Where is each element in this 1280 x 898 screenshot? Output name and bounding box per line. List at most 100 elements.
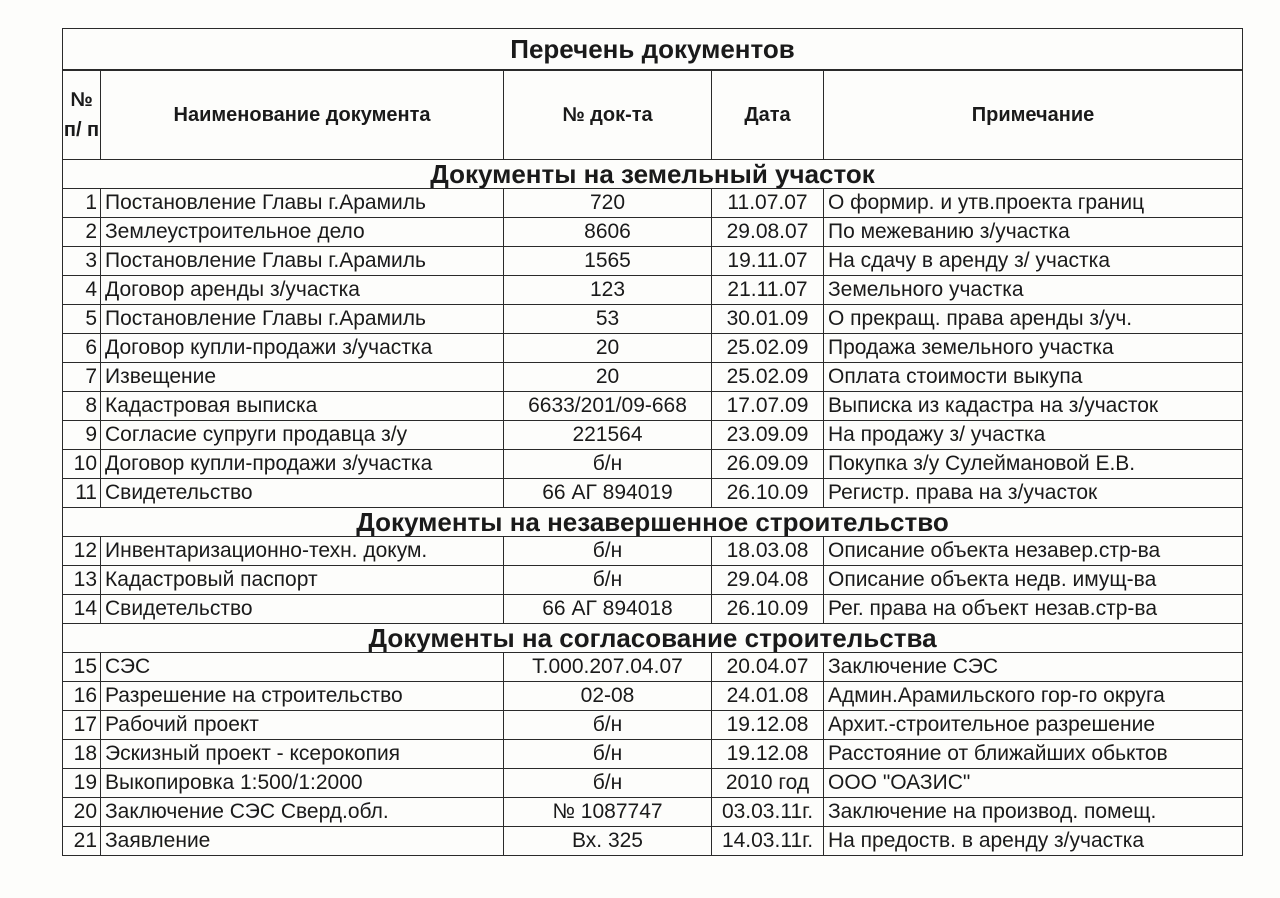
document-name: Рабочий проект <box>100 710 504 740</box>
document-name: Кадастровый паспорт <box>100 565 504 595</box>
document-note: Покупка з/у Сулеймановой Е.В. <box>822 449 1244 479</box>
document-number: 20 <box>503 362 712 392</box>
document-number: б/н <box>503 739 712 769</box>
section-row: Документы на незавершенное строительство <box>61 507 1244 537</box>
document-row: 20 Заключение СЭС Сверд.обл. № 1087747 03.0… <box>62 797 1244 827</box>
document-number: б/н <box>503 768 712 798</box>
document-name: Свидетельство <box>100 478 504 508</box>
document-date: 18.03.08 <box>711 536 824 566</box>
document-note: Архит.-строительное разрешение <box>822 710 1244 740</box>
row-number: 18 <box>62 739 101 769</box>
document-row: 8 Кадастровая выписка 6633/201/09-668 17.07… <box>62 391 1244 421</box>
document-row: 16 Разрешение на строительство 02-08 24.01.… <box>62 681 1244 711</box>
document-name: Заявление <box>100 826 504 856</box>
document-note: Земельного участка <box>822 275 1244 305</box>
document-date: 25.02.09 <box>711 333 824 363</box>
document-row: 14 Свидетельство 66 АГ 894018 26.10.09 Рег. … <box>62 594 1244 624</box>
section-title: Документы на земельный участок <box>61 159 1244 189</box>
document-date: 19.11.07 <box>711 246 824 276</box>
document-name: Постановление Главы г.Арамиль <box>100 246 504 276</box>
row-number: 6 <box>62 333 101 363</box>
document-row: 2 Землеустроительное дело 8606 29.08.07 По м… <box>62 217 1244 247</box>
row-number: 11 <box>62 478 101 508</box>
document-row: 1 Постановление Главы г.Арамиль 720 11.07.0… <box>62 188 1244 218</box>
document-row: 18 Эскизный проект - ксерокопия б/н 19.12.0… <box>62 739 1244 769</box>
document-name: Разрешение на строительство <box>100 681 504 711</box>
document-date: 03.03.11г. <box>711 797 824 827</box>
document-note: По межеванию з/участка <box>822 217 1244 247</box>
document-note: Админ.Арамильского гор-го округа <box>822 681 1244 711</box>
document-name: Постановление Главы г.Арамиль <box>100 304 504 334</box>
document-name: Свидетельство <box>100 594 504 624</box>
document-row: 10 Договор купли-продажи з/участка б/н 26.0… <box>62 449 1244 479</box>
document-name: Договор купли-продажи з/участка <box>100 449 504 479</box>
document-date: 26.09.09 <box>711 449 824 479</box>
row-number: 1 <box>62 188 101 218</box>
document-note: ООО "ОАЗИС" <box>822 768 1244 798</box>
row-number: 21 <box>62 826 101 856</box>
document-name: Договор аренды з/участка <box>100 275 504 305</box>
header-cell: Примечание <box>822 69 1244 160</box>
document-name: СЭС <box>100 652 504 682</box>
document-number: 1565 <box>503 246 712 276</box>
document-number: Т.000.207.04.07 <box>503 652 712 682</box>
document-number: Вх. 325 <box>503 826 712 856</box>
table-body: Перечень документов № п/ п Наименование … <box>61 28 1244 856</box>
document-number: 221564 <box>503 420 712 450</box>
document-number: б/н <box>503 536 712 566</box>
document-number: 53 <box>503 304 712 334</box>
row-number: 15 <box>62 652 101 682</box>
document-note: Продажа земельного участка <box>822 333 1244 363</box>
row-number: 10 <box>62 449 101 479</box>
document-row: 11 Свидетельство 66 АГ 894019 26.10.09 Регис… <box>62 478 1244 508</box>
document-date: 17.07.09 <box>711 391 824 421</box>
document-date: 29.08.07 <box>711 217 824 247</box>
document-note: Регистр. права на з/участок <box>822 478 1244 508</box>
table-title: Перечень документов <box>61 28 1244 71</box>
document-number: 02-08 <box>503 681 712 711</box>
section-row: Документы на земельный участок <box>61 159 1244 189</box>
document-date: 14.03.11г. <box>711 826 824 856</box>
row-number: 5 <box>62 304 101 334</box>
document-note: Оплата стоимости выкупа <box>822 362 1244 392</box>
header-cell: Дата <box>711 69 824 160</box>
documents-table: Перечень документов № п/ п Наименование … <box>61 28 1244 856</box>
document-row: 15 СЭС Т.000.207.04.07 20.04.07 Заключение С… <box>62 652 1244 682</box>
document-date: 26.10.09 <box>711 478 824 508</box>
row-number: 14 <box>62 594 101 624</box>
document-date: 24.01.08 <box>711 681 824 711</box>
row-number: 17 <box>62 710 101 740</box>
document-row: 7 Извещение 20 25.02.09 Оплата стоимости вык… <box>62 362 1244 392</box>
document-date: 2010 год <box>711 768 824 798</box>
document-note: Расстояние от ближайших обьктов <box>822 739 1244 769</box>
document-name: Эскизный проект - ксерокопия <box>100 739 504 769</box>
document-note: О формир. и утв.проекта границ <box>822 188 1244 218</box>
document-note: Рег. права на объект незав.стр-ва <box>822 594 1244 624</box>
document-note: На продажу з/ участка <box>822 420 1244 450</box>
document-row: 19 Выкопировка 1:500/1:2000 б/н 2010 год ООО… <box>62 768 1244 798</box>
document-number: № 1087747 <box>503 797 712 827</box>
document-note: Заключение СЭС <box>822 652 1244 682</box>
row-number: 2 <box>62 217 101 247</box>
document-name: Кадастровая выписка <box>100 391 504 421</box>
header-cell: Наименование документа <box>100 69 504 160</box>
row-number: 7 <box>62 362 101 392</box>
header-cell: № док-та <box>503 69 712 160</box>
row-number: 16 <box>62 681 101 711</box>
row-number: 13 <box>62 565 101 595</box>
document-row: 17 Рабочий проект б/н 19.12.08 Архит.-строит… <box>62 710 1244 740</box>
document-row: 12 Инвентаризационно-техн. докум. б/н 18.03… <box>62 536 1244 566</box>
section-title: Документы на незавершенное строительство <box>61 507 1244 537</box>
document-number: 66 АГ 894019 <box>503 478 712 508</box>
document-name: Договор купли-продажи з/участка <box>100 333 504 363</box>
document-number: 66 АГ 894018 <box>503 594 712 624</box>
document-row: 9 Согласие супруги продавца з/у 221564 23.0… <box>62 420 1244 450</box>
document-note: О прекращ. права аренды з/уч. <box>822 304 1244 334</box>
document-note: На сдачу в аренду з/ участка <box>822 246 1244 276</box>
document-note: Описание объекта недв. имущ-ва <box>822 565 1244 595</box>
document-row: 5 Постановление Главы г.Арамиль 53 30.01.09… <box>62 304 1244 334</box>
document-note: Описание объекта незавер.стр-ва <box>822 536 1244 566</box>
document-note: Выписка из кадастра на з/участок <box>822 391 1244 421</box>
document-name: Постановление Главы г.Арамиль <box>100 188 504 218</box>
